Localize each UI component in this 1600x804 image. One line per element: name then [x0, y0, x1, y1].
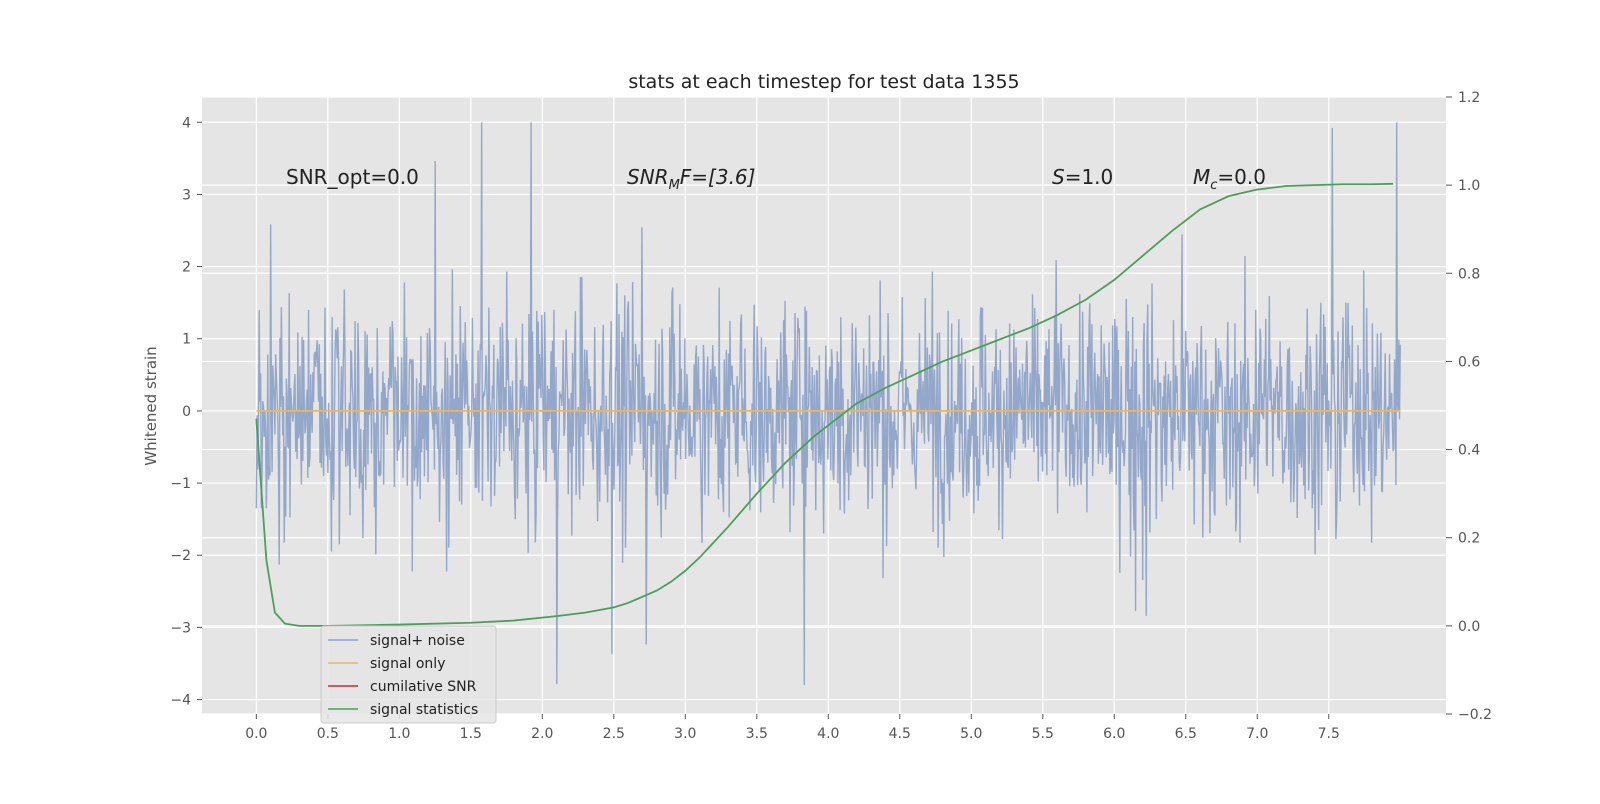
legend-label-signal-only: signal only: [370, 656, 445, 672]
annotation-mc-symbol: M: [1193, 165, 1210, 189]
annotation-snr-opt: SNR_opt=0.0: [286, 165, 419, 189]
y-tick-label: 0: [182, 404, 191, 420]
annotation-s-symbol: S: [1052, 165, 1065, 189]
chart-title: stats at each timestep for test data 135…: [628, 71, 1019, 93]
y2-tick-label: 0.8: [1458, 266, 1480, 282]
x-tick-label: 1.5: [460, 726, 482, 742]
x-tick-label: 2.0: [531, 726, 553, 742]
x-tick-label: 7.0: [1246, 726, 1268, 742]
y-tick-label: 4: [182, 115, 191, 131]
x-tick-label: 6.0: [1103, 726, 1125, 742]
y-tick-label: −2: [170, 548, 191, 564]
x-tick-label: 3.0: [674, 726, 696, 742]
x-tick-label: 4.5: [889, 726, 911, 742]
x-tick-label: 3.5: [746, 726, 768, 742]
x-tick-label: 2.5: [603, 726, 625, 742]
annotation-mc: Mc=0.0: [1193, 165, 1266, 193]
y2-tick-label: 0.0: [1458, 619, 1480, 635]
x-tick-label: 6.5: [1175, 726, 1197, 742]
annotation-s-value: =1.0: [1065, 165, 1114, 189]
y2-tick-label: 0.4: [1458, 443, 1480, 459]
signal-noise-line: [255, 122, 1401, 686]
legend-label-signal-statistics: signal statistics: [370, 702, 478, 718]
y-tick-label: 2: [182, 260, 191, 276]
y2-tick-label: 1.0: [1458, 178, 1480, 194]
x-tick-label: 0.5: [317, 726, 339, 742]
annotation-s: S=1.0: [1052, 165, 1113, 189]
x-tick-label: 5.5: [1032, 726, 1054, 742]
x-tick-label: 0.0: [245, 726, 267, 742]
x-tick-label: 1.0: [388, 726, 410, 742]
y-tick-label: −4: [170, 693, 191, 709]
annotation-snr-mf-rest: F=[3.6]: [680, 165, 756, 189]
y2-tick-label: 0.2: [1458, 531, 1480, 547]
annotation-mc-value: =0.0: [1217, 165, 1266, 189]
y-tick-label: 1: [182, 332, 191, 348]
legend-box: [320, 625, 497, 724]
y-tick-label: −1: [170, 476, 191, 492]
y-axis-label: Whitened strain: [142, 346, 160, 465]
y2-tick-label: 0.6: [1458, 354, 1480, 370]
annotation-snr-mf: SNRMF=[3.6]: [627, 165, 755, 193]
legend-label-signal-noise: signal+ noise: [370, 633, 465, 649]
x-tick-label: 7.5: [1318, 726, 1340, 742]
signal-statistics-line: [255, 182, 1394, 627]
x-tick-label: 4.0: [817, 726, 839, 742]
annotation-snr-mf-main: SNR: [627, 165, 669, 189]
axis-ticks: 0.0 0.5 1.0 1.5 2.0 2.5 3.0 3.5 4.0 4.5 5.0 5.5 6.0 6…: [170, 90, 1492, 742]
annotation-mc-sub: c: [1210, 178, 1217, 193]
y-tick-label: −3: [170, 620, 191, 636]
legend: signal+ noise signal only cumilative SNR…: [320, 625, 497, 724]
y2-tick-label: 1.2: [1458, 90, 1480, 106]
annotation-snr-mf-sub: M: [669, 178, 680, 193]
line-series: [255, 182, 1401, 627]
signal-noise-series: [255, 122, 1401, 686]
x-tick-label: 5.0: [960, 726, 982, 742]
y-tick-label: 3: [182, 187, 191, 203]
legend-label-cumulative-snr: cumilative SNR: [370, 679, 477, 695]
y2-tick-label: −0.2: [1458, 707, 1492, 723]
